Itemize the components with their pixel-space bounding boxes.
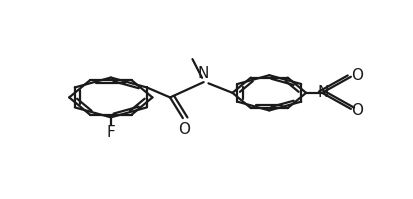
Text: O: O — [178, 122, 190, 137]
Text: N: N — [197, 66, 209, 81]
Text: N: N — [317, 85, 329, 100]
Text: F: F — [107, 125, 115, 140]
Text: O: O — [351, 68, 363, 83]
Text: O: O — [351, 103, 363, 118]
